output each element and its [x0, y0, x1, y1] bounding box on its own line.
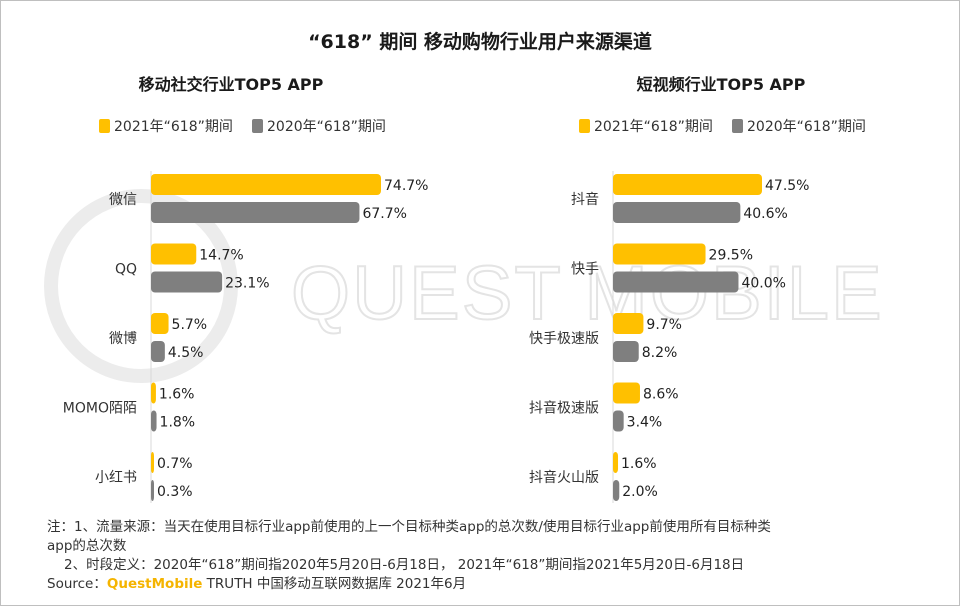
category-label: 微信: [109, 192, 137, 208]
page-title: “618” 期间 移动购物行业用户来源渠道: [308, 31, 652, 53]
chart-panel-1: 移动社交行业TOP5 APP 2021年“618”期间 2020年“618”期间微信…: [63, 75, 428, 503]
bar: [613, 243, 706, 265]
data-label: 23.1%: [225, 276, 269, 292]
data-label: 1.6%: [621, 456, 657, 472]
legend-swatch: [252, 119, 263, 133]
data-label: 1.8%: [160, 415, 196, 431]
footnotes: 注：1、流量来源：当天在使用目标行业app前使用的上一个目标种类app的总次数/…: [47, 518, 927, 594]
category-label: MOMO陌陌: [63, 401, 137, 417]
legend-label: 2020年“618”期间: [747, 119, 866, 135]
data-label: 14.7%: [199, 248, 243, 264]
data-label: 47.5%: [765, 178, 809, 194]
legend-swatch: [579, 119, 590, 133]
bar: [151, 382, 156, 404]
bar: [613, 174, 762, 195]
bar: [151, 452, 154, 473]
legend-label: 2020年“618”期间: [267, 119, 386, 135]
bar: [151, 243, 197, 265]
category-label: 抖音: [571, 191, 599, 208]
bar: [613, 202, 741, 223]
data-label: 8.2%: [642, 345, 678, 361]
data-label: 4.5%: [168, 345, 204, 361]
bar: [613, 341, 639, 362]
data-label: 2.0%: [622, 484, 658, 500]
category-label: 微博: [109, 330, 137, 347]
data-label: 29.5%: [709, 248, 753, 264]
legend-label: 2021年“618”期间: [594, 119, 713, 135]
bar: [151, 271, 223, 293]
data-label: 40.6%: [743, 206, 787, 222]
source-line: Source：QuestMobile TRUTH 中国移动互联网数据库 2021…: [47, 575, 927, 594]
category-label: 快手极速版: [529, 331, 599, 347]
data-label: 8.6%: [643, 387, 679, 403]
bar: [151, 174, 381, 195]
category-label: QQ: [115, 262, 137, 278]
data-label: 40.0%: [741, 276, 785, 292]
bar: [151, 313, 169, 334]
source-suffix: TRUTH 中国移动互联网数据库 2021年6月: [202, 576, 467, 592]
category-label: 快手: [571, 262, 599, 278]
chart-title: 短视频行业TOP5 APP: [637, 75, 806, 94]
bar: [613, 410, 624, 432]
legend-label: 2021年“618”期间: [114, 119, 233, 135]
source-prefix: Source：: [47, 576, 107, 592]
data-label: 0.7%: [157, 456, 193, 472]
note-line-1a: 注：1、流量来源：当天在使用目标行业app前使用的上一个目标种类app的总次数/…: [47, 519, 771, 535]
legend-swatch: [732, 119, 743, 133]
bar: [151, 410, 157, 432]
bar: [613, 313, 644, 334]
category-label: 抖音火山版: [529, 469, 599, 486]
data-label: 0.3%: [157, 484, 193, 500]
legend-swatch: [99, 119, 110, 133]
category-label: 小红书: [95, 470, 137, 486]
bar: [151, 202, 360, 223]
source-brand: QuestMobile: [106, 576, 203, 592]
bar: [151, 341, 165, 362]
chart-title: 移动社交行业TOP5 APP: [139, 75, 324, 94]
bar: [151, 480, 154, 501]
data-label: 9.7%: [646, 317, 682, 333]
data-label: 3.4%: [627, 415, 663, 431]
data-label: 74.7%: [384, 178, 428, 194]
bar: [613, 382, 640, 404]
data-label: 1.6%: [159, 387, 195, 403]
bar: [613, 271, 739, 293]
bar: [613, 480, 620, 501]
note-line-1b: app的总次数: [47, 538, 127, 554]
data-label: 67.7%: [362, 206, 406, 222]
bar: [613, 452, 619, 473]
category-label: 抖音极速版: [529, 400, 599, 417]
note-line-2: 2、时段定义：2020年“618”期间指2020年5月20日-6月18日， 20…: [64, 557, 745, 573]
data-label: 5.7%: [172, 317, 208, 333]
